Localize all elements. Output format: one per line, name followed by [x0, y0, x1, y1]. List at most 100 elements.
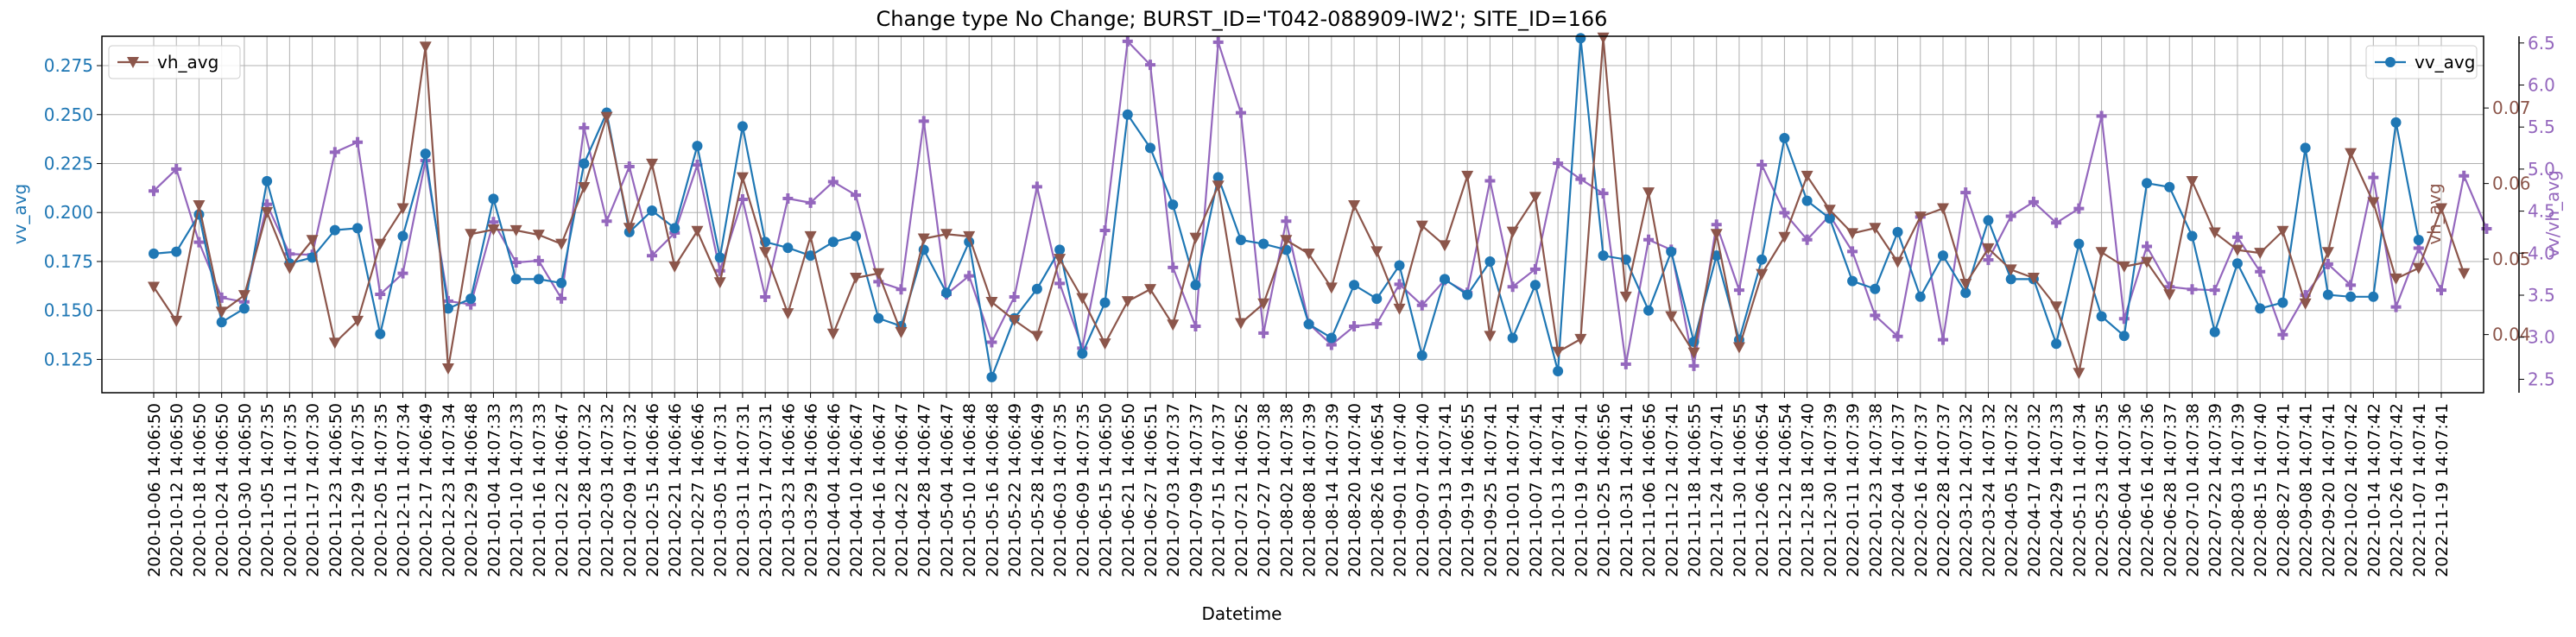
vv-vh-avg-point [964, 270, 975, 281]
vv-avg-point [1598, 250, 1609, 262]
vh-avg-point [2163, 289, 2176, 301]
vh-avg-point [1098, 338, 1111, 350]
vh-avg-point [2389, 273, 2402, 285]
vh-avg-point [1959, 279, 1972, 290]
vh-avg-point [1597, 32, 1610, 44]
vv-avg-point [2277, 297, 2288, 308]
vh-avg-point [193, 200, 206, 211]
vv-vh-avg-point [533, 255, 544, 267]
vv-avg-point [2255, 303, 2266, 314]
vh-avg-point [215, 306, 228, 318]
vv-vh-avg-point [1688, 360, 1699, 371]
vh-avg-point [759, 247, 772, 259]
vv-vh-avg-point [1892, 331, 1903, 342]
vv-avg-point [1711, 250, 1722, 262]
vh-avg-point [1348, 200, 1361, 211]
vv-avg-point [1122, 109, 1133, 120]
y-right1-tick-label: 0.04 [2492, 325, 2531, 345]
x-tick-label: 2020-11-11 14:07:35 [281, 403, 300, 577]
vh-avg-point [2208, 227, 2221, 239]
x-tick-label: 2022-04-17 14:07:32 [2025, 403, 2044, 577]
vh-avg-point [170, 315, 183, 327]
vv-vh-avg-point [827, 176, 839, 187]
vv-avg-point [692, 141, 703, 152]
y-left-tick-label: 0.125 [44, 349, 93, 369]
y-right2-tick-label: 3.5 [2528, 285, 2555, 306]
vv-avg-point [533, 274, 544, 285]
vv-avg-point [149, 248, 159, 259]
x-tick-label: 2021-07-15 14:07:37 [1210, 403, 1229, 577]
y-left-tick-label: 0.200 [44, 202, 93, 223]
y-right2-tick-label: 4.5 [2528, 201, 2555, 222]
x-tick-label: 2021-01-16 14:07:33 [530, 403, 549, 577]
vv-avg-point [1983, 215, 1994, 226]
x-tick-label: 2021-08-02 14:07:38 [1277, 403, 1296, 577]
vh-avg-point [1234, 318, 1247, 330]
vv-avg-point [1168, 199, 1179, 211]
vv-avg-point [488, 193, 499, 205]
vv-vh-avg-line [153, 40, 2488, 367]
vh-avg-point [985, 297, 998, 308]
series-vh-avg [148, 32, 2471, 380]
x-tick-label: 2021-01-22 14:06:47 [553, 403, 572, 577]
vh-avg-point [487, 224, 500, 236]
vh-avg-point [351, 315, 364, 327]
x-tick-label: 2021-08-14 14:07:39 [1323, 403, 1342, 577]
x-tick-label: 2021-08-20 14:07:40 [1345, 403, 1364, 577]
x-tick-label: 2021-08-26 14:06:54 [1368, 403, 1387, 577]
vh-avg-point [2073, 368, 2085, 380]
vv-avg-point [1145, 142, 1156, 154]
vh-avg-point [374, 238, 387, 250]
y-right1-tick-label: 0.07 [2492, 98, 2531, 118]
vv-vh-avg-point [1529, 263, 1541, 274]
vh-avg-point [1121, 296, 1134, 308]
x-tick-label: 2021-05-22 14:06:49 [1006, 403, 1025, 577]
vh-avg-point [1325, 282, 1338, 294]
vh-avg-point [895, 327, 908, 338]
x-tick-label: 2022-03-12 14:07:32 [1957, 403, 1976, 577]
legend-label-vv-avg: vv_avg [2415, 52, 2475, 73]
vv-vh-avg-point [896, 284, 907, 295]
vh-avg-point [2004, 264, 2017, 276]
vv-avg-point [1394, 260, 1405, 271]
vv-avg-point [2096, 311, 2107, 322]
vv-avg-point [1258, 238, 1269, 249]
x-tick-label: 2020-10-24 14:06:50 [213, 403, 232, 577]
vv-avg-point [782, 243, 794, 254]
x-tick-label: 2022-09-20 14:07:41 [2320, 403, 2339, 577]
x-tick-label: 2022-10-02 14:07:42 [2342, 403, 2361, 577]
vh-avg-point [465, 229, 478, 241]
vv-avg-point [2345, 291, 2357, 302]
vv-vh-avg-point [805, 197, 816, 208]
y-right2-tick-label: 2.5 [2528, 369, 2555, 389]
x-tick-label: 2021-07-03 14:07:37 [1164, 403, 1183, 577]
x-tick-label: 2021-06-27 14:06:51 [1142, 403, 1161, 577]
vv-vh-avg-point [2187, 284, 2198, 295]
vv-vh-avg-point [1733, 285, 1744, 296]
x-tick-label: 2021-02-27 14:06:46 [688, 403, 707, 577]
vh-avg-point [1552, 346, 1565, 358]
vv-avg-point [2073, 238, 2085, 249]
x-tick-label: 2021-03-05 14:07:31 [712, 403, 731, 577]
vv-avg-point [669, 223, 680, 234]
vv-vh-avg-point [2028, 196, 2039, 207]
vv-avg-point [397, 230, 408, 242]
vv-vh-avg-point [556, 293, 567, 304]
vh-avg-point [396, 203, 409, 215]
vv-avg-point [1303, 318, 1314, 330]
vh-avg-point [1982, 243, 1995, 255]
vh-avg-point [2050, 301, 2063, 313]
vv-avg-point [1190, 280, 1201, 291]
x-tick-label: 2022-07-10 14:07:38 [2183, 403, 2202, 577]
vh-avg-point [1415, 220, 1428, 232]
vv-avg-point [1847, 275, 1858, 287]
vv-vh-avg-point [2459, 170, 2470, 181]
vv-vh-avg-point [2436, 285, 2446, 296]
y-right2-tick-label: 5.5 [2528, 117, 2555, 137]
legend-top-left: vh_avg [108, 45, 241, 79]
vh-avg-point [600, 111, 613, 123]
vv-vh-avg-point [1349, 321, 1360, 332]
vv-avg-point [375, 328, 386, 339]
x-tick-label: 2021-03-17 14:07:31 [756, 403, 775, 577]
vh-avg-point [1302, 249, 1315, 260]
